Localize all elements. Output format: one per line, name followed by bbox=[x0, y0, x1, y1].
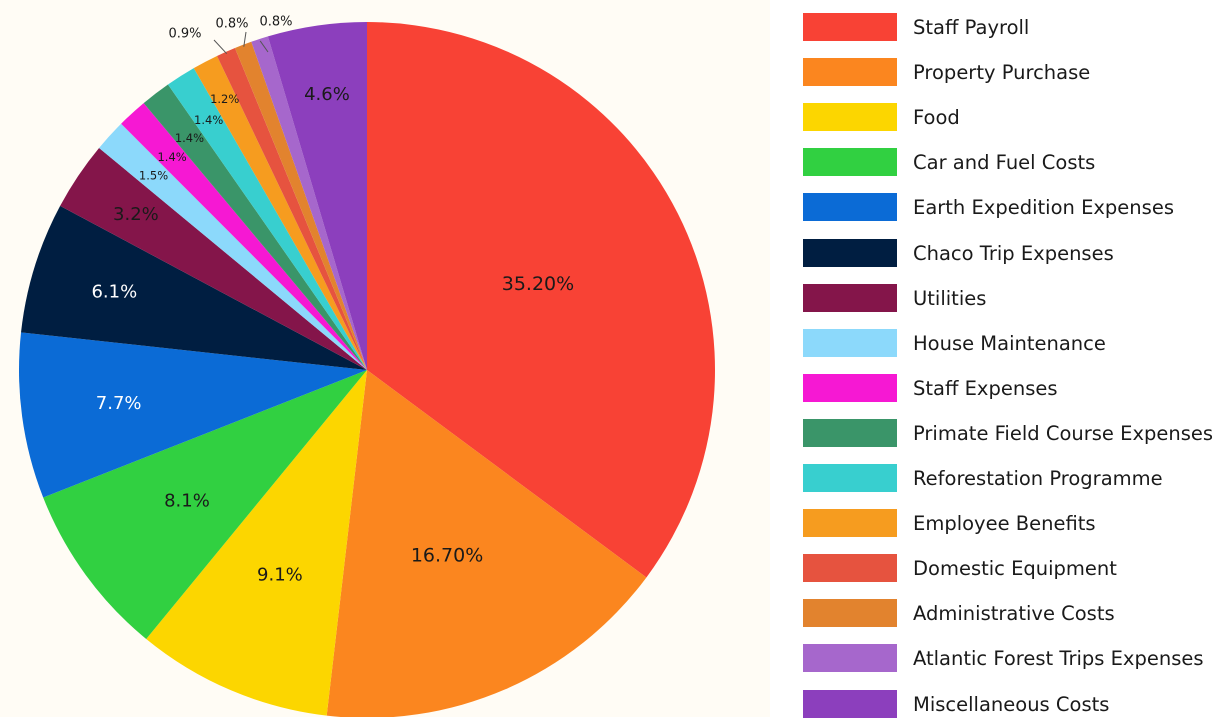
legend-item-miscellaneous-costs: Miscellaneous Costs bbox=[803, 689, 1222, 719]
legend-label-staff-payroll: Staff Payroll bbox=[913, 16, 1030, 39]
legend-item-staff-payroll: Staff Payroll bbox=[803, 12, 1222, 42]
legend-swatch-utilities bbox=[803, 283, 897, 312]
legend-swatch-house-maintenance bbox=[803, 328, 897, 357]
pie-slice-house-maintenance bbox=[99, 123, 367, 370]
pie-leader-administrative-costs bbox=[243, 31, 247, 47]
legend-item-chaco-trip-expenses: Chaco Trip Expenses bbox=[803, 238, 1222, 268]
legend-swatch-earth-expedition-expenses bbox=[803, 193, 897, 222]
pie-slice-domestic-equipment bbox=[216, 48, 367, 370]
legend-swatch-administrative-costs bbox=[803, 599, 897, 628]
pie-label-atlantic-forest-trips-expenses: 0.8% bbox=[259, 15, 292, 30]
legend-item-car-and-fuel-costs: Car and Fuel Costs bbox=[803, 147, 1222, 177]
legend-swatch-atlantic-forest-trips-expenses bbox=[803, 644, 897, 673]
pie-slice-property-purchase bbox=[326, 370, 647, 717]
legend-swatch-staff-expenses bbox=[803, 373, 897, 402]
pie-slice-atlantic-forest-trips-expenses bbox=[251, 36, 367, 370]
legend-swatch-property-purchase bbox=[803, 58, 897, 87]
pie-label-house-maintenance: 1.5% bbox=[139, 168, 168, 182]
pie-label-domestic-equipment: 0.9% bbox=[168, 27, 201, 42]
legend-label-administrative-costs: Administrative Costs bbox=[913, 602, 1115, 626]
pie-leader-atlantic-forest-trips-expenses bbox=[259, 40, 269, 53]
legend: Staff Payroll Property Purchase Food Car an… bbox=[803, 12, 1222, 719]
legend-item-property-purchase: Property Purchase bbox=[803, 57, 1222, 87]
pie-slice-primate-field-course-expenses bbox=[143, 84, 367, 370]
legend-label-staff-expenses: Staff Expenses bbox=[913, 376, 1058, 400]
legend-item-employee-benefits: Employee Benefits bbox=[803, 508, 1222, 538]
legend-label-atlantic-forest-trips-expenses: Atlantic Forest Trips Expenses bbox=[913, 647, 1204, 671]
pie-slice-employee-benefits bbox=[193, 55, 367, 370]
pie-label-property-purchase: 16.70% bbox=[411, 544, 483, 566]
legend-item-administrative-costs: Administrative Costs bbox=[803, 598, 1222, 628]
pie-slice-staff-expenses bbox=[121, 103, 367, 371]
pie-leader-domestic-equipment bbox=[213, 39, 228, 55]
legend-label-domestic-equipment: Domestic Equipment bbox=[913, 557, 1117, 581]
pie-label-car-and-fuel-costs: 8.1% bbox=[164, 491, 210, 512]
legend-label-chaco-trip-expenses: Chaco Trip Expenses bbox=[913, 241, 1114, 265]
pie-label-administrative-costs: 0.8% bbox=[215, 17, 248, 32]
legend-item-domestic-equipment: Domestic Equipment bbox=[803, 553, 1222, 583]
legend-swatch-car-and-fuel-costs bbox=[803, 148, 897, 177]
legend-label-utilities: Utilities bbox=[913, 286, 987, 310]
pie-label-earth-expedition-expenses: 7.7% bbox=[96, 393, 142, 414]
legend-item-reforestation-programme: Reforestation Programme bbox=[803, 463, 1222, 493]
pie-slice-reforestation-programme bbox=[167, 68, 367, 370]
legend-label-employee-benefits: Employee Benefits bbox=[913, 512, 1096, 536]
pie-slice-utilities bbox=[60, 147, 367, 370]
legend-label-miscellaneous-costs: Miscellaneous Costs bbox=[913, 692, 1110, 716]
legend-item-primate-field-course-expenses: Primate Field Course Expenses bbox=[803, 418, 1222, 448]
legend-label-reforestation-programme: Reforestation Programme bbox=[913, 467, 1163, 490]
legend-item-utilities: Utilities bbox=[803, 283, 1222, 313]
pie-data-labels: 35.20% 16.70% 9.1% 8.1% 7.7% 6.1% 3.2% 1.5% 1.4%… bbox=[91, 15, 574, 586]
legend-swatch-primate-field-course-expenses bbox=[803, 418, 897, 447]
pie-slice-earth-expedition-expenses bbox=[19, 332, 368, 498]
pie-slice-chaco-trip-expenses bbox=[21, 205, 367, 370]
legend-label-food: Food bbox=[913, 106, 960, 130]
pie-label-chaco-trip-expenses: 6.1% bbox=[91, 281, 137, 302]
legend-item-earth-expedition-expenses: Earth Expedition Expenses bbox=[803, 192, 1222, 222]
legend-label-earth-expedition-expenses: Earth Expedition Expenses bbox=[913, 196, 1174, 220]
legend-item-house-maintenance: House Maintenance bbox=[803, 328, 1222, 358]
legend-swatch-reforestation-programme bbox=[803, 464, 897, 492]
legend-item-staff-expenses: Staff Expenses bbox=[803, 373, 1222, 403]
legend-label-property-purchase: Property Purchase bbox=[913, 61, 1091, 85]
pie-leader-lines bbox=[213, 31, 269, 55]
pie-slice-staff-payroll bbox=[367, 22, 715, 578]
legend-swatch-staff-payroll bbox=[803, 13, 897, 41]
legend-swatch-food bbox=[803, 103, 897, 132]
legend-label-primate-field-course-expenses: Primate Field Course Expenses bbox=[913, 421, 1214, 445]
pie-slice-miscellaneous-costs bbox=[267, 22, 367, 370]
pie-slice-car-and-fuel-costs bbox=[43, 370, 367, 639]
pie-slice-food bbox=[146, 370, 367, 716]
pie-label-miscellaneous-costs: 4.6% bbox=[304, 84, 350, 105]
legend-item-atlantic-forest-trips-expenses: Atlantic Forest Trips Expenses bbox=[803, 643, 1222, 673]
legend-swatch-miscellaneous-costs bbox=[803, 689, 897, 718]
legend-label-car-and-fuel-costs: Car and Fuel Costs bbox=[913, 151, 1096, 175]
legend-swatch-employee-benefits bbox=[803, 509, 897, 538]
legend-swatch-chaco-trip-expenses bbox=[803, 238, 897, 267]
pie-label-staff-payroll: 35.20% bbox=[502, 273, 574, 295]
pie-slices bbox=[19, 22, 715, 717]
pie-label-reforestation-programme: 1.4% bbox=[194, 113, 223, 127]
legend-label-house-maintenance: House Maintenance bbox=[913, 331, 1106, 355]
legend-item-food: Food bbox=[803, 102, 1222, 132]
pie-chart-svg: 35.20% 16.70% 9.1% 8.1% 7.7% 6.1% 3.2% 1.5% 1.4%… bbox=[19, 14, 715, 717]
pie-chart: 35.20% 16.70% 9.1% 8.1% 7.7% 6.1% 3.2% 1.5% 1.4%… bbox=[19, 14, 715, 717]
pie-label-food: 9.1% bbox=[257, 564, 303, 585]
legend-swatch-domestic-equipment bbox=[803, 554, 897, 583]
pie-label-staff-expenses: 1.4% bbox=[157, 150, 186, 164]
pie-label-employee-benefits: 1.2% bbox=[210, 92, 239, 106]
pie-slice-administrative-costs bbox=[234, 41, 367, 371]
pie-label-utilities: 3.2% bbox=[113, 204, 159, 225]
pie-label-primate-field-course-expenses: 1.4% bbox=[175, 131, 204, 145]
